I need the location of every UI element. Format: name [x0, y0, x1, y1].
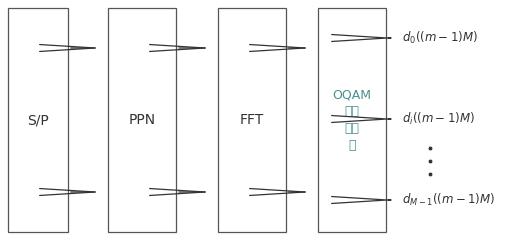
- Text: PPN: PPN: [128, 113, 156, 127]
- Text: $d_0((m-1)M)$: $d_0((m-1)M)$: [402, 30, 478, 46]
- Bar: [318, 8, 386, 232]
- Bar: [218, 8, 286, 232]
- Bar: [108, 8, 176, 232]
- Bar: [8, 8, 68, 232]
- Text: $d_{M-1}((m-1)M)$: $d_{M-1}((m-1)M)$: [402, 192, 495, 208]
- Text: FFT: FFT: [240, 113, 264, 127]
- Text: $d_i((m-1)M)$: $d_i((m-1)M)$: [402, 111, 475, 127]
- Text: S/P: S/P: [27, 113, 49, 127]
- Text: OQAM
后处
理模
块: OQAM 后处 理模 块: [333, 88, 372, 152]
